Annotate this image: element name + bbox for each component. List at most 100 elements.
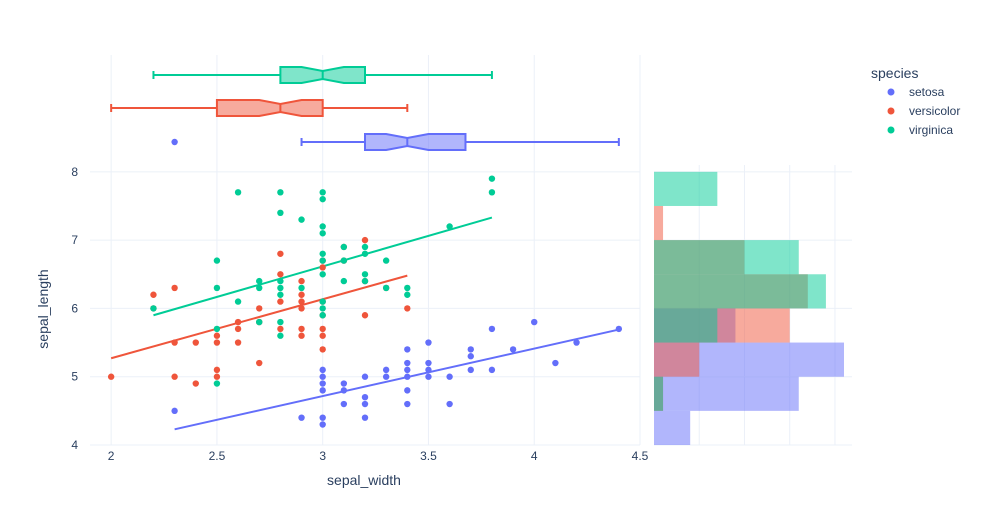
scatter-point — [213, 366, 221, 374]
x-axis-title: sepal_width — [327, 472, 401, 488]
scatter-point — [319, 298, 326, 305]
histogram-bar — [654, 376, 799, 411]
scatter-point — [298, 332, 305, 339]
scatter-point — [319, 332, 326, 339]
scatter-point — [256, 305, 263, 312]
legend-title: species — [871, 65, 918, 81]
histogram-bar — [654, 171, 718, 206]
scatter-point — [298, 298, 305, 305]
scatter-point — [277, 250, 284, 257]
scatter-point — [171, 373, 178, 380]
scatter-point — [404, 373, 411, 380]
legend-item-label: versicolor — [909, 104, 960, 118]
scatter-point — [340, 400, 348, 408]
scatter-point — [171, 284, 178, 292]
scatter-point — [171, 407, 178, 415]
scatter-point — [213, 332, 221, 339]
scatter-point — [234, 318, 242, 326]
scatter-point — [319, 230, 326, 237]
scatter-point — [361, 373, 369, 380]
y-tick-label: 4 — [71, 438, 78, 452]
scatter-point — [213, 339, 221, 346]
y-axis-title: sepal_length — [35, 269, 51, 348]
scatter-point — [277, 291, 284, 298]
scatter-point — [256, 359, 263, 367]
scatter-point — [319, 366, 326, 374]
scatter-point — [361, 400, 369, 408]
scatter-point — [446, 373, 453, 380]
y-tick-label: 6 — [71, 301, 78, 315]
scatter-point — [361, 243, 369, 251]
scatter-point — [361, 236, 369, 244]
scatter-points — [107, 175, 623, 428]
scatter-point — [107, 373, 115, 380]
scatter-point — [256, 284, 263, 292]
legend-marker — [887, 88, 895, 96]
scatter-point — [404, 346, 411, 353]
scatter-point — [382, 257, 390, 264]
legend-marker — [887, 107, 895, 115]
scatter-point — [150, 291, 157, 298]
scatter-point — [467, 346, 474, 353]
scatter-point — [150, 305, 157, 312]
scatter-point — [361, 414, 369, 421]
scatter-point — [340, 387, 348, 394]
scatter-point — [488, 325, 496, 333]
scatter-point — [425, 366, 432, 374]
legend: species setosa versicolor virginica — [871, 65, 960, 137]
scatter-point — [361, 250, 369, 257]
scatter-point — [319, 312, 326, 319]
histogram-bar — [654, 274, 826, 309]
scatter-point — [319, 387, 326, 394]
scatter-point — [192, 380, 199, 387]
scatter-point — [340, 243, 348, 251]
scatter-point — [404, 359, 411, 367]
scatter-point — [277, 325, 284, 333]
scatter-point — [256, 277, 263, 285]
scatter-point — [488, 175, 496, 182]
y-tick-label: 8 — [71, 165, 78, 179]
scatter-point — [340, 277, 348, 285]
scatter-point — [531, 318, 538, 326]
trendline — [110, 274, 408, 360]
scatter-point — [340, 257, 348, 264]
x-tick-label: 4 — [531, 449, 538, 463]
scatter-point — [319, 271, 326, 278]
box-body — [215, 99, 324, 117]
scatter-point — [404, 366, 411, 374]
scatter-point — [319, 223, 326, 230]
scatter-point — [319, 414, 326, 421]
legend-item-label: setosa — [909, 85, 945, 99]
scatter-point — [298, 414, 305, 421]
y-tick-label: 7 — [71, 233, 78, 247]
scatter-point — [552, 359, 559, 367]
scatter-point — [361, 277, 369, 285]
scatter-point — [382, 284, 390, 292]
box-body — [364, 133, 467, 151]
histogram-bar — [654, 205, 664, 241]
x-tick-label: 3.5 — [420, 449, 437, 463]
marginal-histogram — [654, 171, 844, 445]
scatter-point — [213, 380, 221, 387]
scatter-point — [361, 271, 369, 278]
scatter-point — [404, 387, 411, 394]
scatter-point — [404, 305, 411, 312]
scatter-point — [488, 189, 496, 196]
scatter-point — [509, 346, 517, 353]
scatter-point — [467, 353, 474, 360]
scatter-point — [298, 325, 305, 333]
scatter-point — [446, 223, 453, 230]
scatter-point — [319, 373, 326, 380]
scatter-point — [298, 284, 305, 292]
scatter-point — [256, 318, 263, 326]
scatter-point — [319, 305, 326, 312]
scatter-point — [298, 216, 305, 223]
scatter-point — [425, 373, 432, 380]
scatter-point — [319, 325, 326, 333]
scatter-point — [319, 195, 326, 203]
scatter-point — [298, 277, 305, 285]
scatter-point — [340, 380, 348, 387]
scatter-point — [277, 298, 284, 305]
scatter-point — [319, 257, 326, 264]
